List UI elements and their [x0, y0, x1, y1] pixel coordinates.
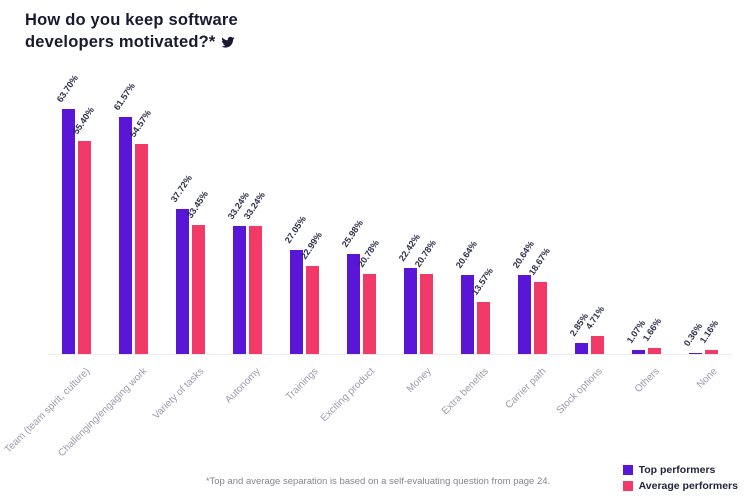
bar-average-performers: 18.67%: [527, 246, 552, 354]
legend-item: Top performers: [622, 464, 738, 476]
bar-average-performers: 1.66%: [641, 316, 663, 354]
chart-legend: Top performers Average performers: [622, 464, 738, 492]
value-label: 1.66%: [640, 315, 664, 343]
twitter-icon[interactable]: [220, 35, 235, 49]
category-label: Money: [405, 366, 435, 396]
bar-group: 25.98% 20.78% Exciting product: [319, 105, 390, 424]
bar-top-performers: 2.85%: [568, 311, 590, 354]
bar-group: 20.64% 13.57% Extra benefits: [440, 105, 504, 417]
category-label: Autonomy: [223, 366, 264, 406]
bar-top-performers: 20.64%: [511, 239, 536, 354]
category-label: Others: [633, 366, 663, 396]
legend-swatch: [622, 465, 633, 475]
legend-label: Average performers: [638, 480, 738, 492]
value-label: 20.64%: [453, 238, 480, 270]
bar-top-performers: 61.57%: [112, 81, 137, 354]
bar-top-performers: 37.72%: [169, 173, 194, 354]
bar-chart: 63.70% 55.40% Team (team spirit, culture) 6…: [3, 73, 732, 459]
bar-group: 20.64% 18.67% Carrier path: [503, 105, 561, 411]
category-label: Carrier path: [503, 366, 549, 412]
bar-top-performers: 25.98%: [340, 218, 365, 354]
bar-group: 2.85% 4.71% Stock options: [555, 105, 618, 416]
value-label: 33.45%: [184, 189, 211, 221]
bar-average-performers: 22.99%: [299, 230, 324, 354]
bar-top-performers: 22.42%: [397, 232, 422, 354]
bar-top-performers: 33.24%: [226, 190, 251, 354]
bar-average-performers: 20.78%: [356, 238, 381, 354]
bar-group: 33.24% 33.24% Autonomy: [219, 105, 276, 405]
page-title-text: How do you keep software developers moti…: [25, 11, 238, 51]
bar-top-performers: 63.70%: [55, 73, 80, 354]
bar-group: 22.42% 20.78% Money: [390, 105, 447, 395]
bar-group: 0.36% 1.16% None: [675, 105, 732, 391]
value-label: 22.99%: [298, 229, 325, 261]
bar-group: 63.70% 55.40% Team (team spirit, culture): [3, 73, 105, 455]
bar-group: 27.05% 22.99% Trainings: [276, 105, 333, 403]
bar-group: 37.72% 33.45% Variety of tasks: [151, 105, 219, 422]
bar-average-performers: 33.45%: [185, 189, 210, 354]
legend-swatch: [622, 481, 633, 491]
value-label: 63.70%: [54, 73, 81, 104]
value-label: 25.98%: [339, 218, 366, 250]
category-label: Variety of tasks: [150, 366, 207, 422]
bar-average-performers: 55.40%: [71, 105, 96, 354]
bar-average-performers: 54.57%: [128, 108, 153, 354]
category-label: Exciting product: [319, 366, 378, 425]
page-title: How do you keep software developers moti…: [25, 10, 280, 54]
bar-average-performers: 1.16%: [698, 318, 720, 354]
bar-average-performers: 4.71%: [584, 304, 606, 354]
category-label: None: [694, 366, 720, 391]
value-label: 61.57%: [111, 81, 138, 113]
bar-group: 61.57% 54.57% Challenging/engaging work: [56, 81, 162, 459]
chart-footnote: *Top and average separation is based on …: [205, 476, 551, 487]
bar-top-performers: 20.64%: [454, 239, 479, 354]
bar-top-performers: 0.36%: [682, 321, 704, 354]
bar-average-performers: 13.57%: [470, 266, 495, 354]
bar-average-performers: 33.24%: [242, 190, 267, 354]
bar-group: 1.07% 1.66% Others: [618, 105, 675, 395]
legend-label: Top performers: [638, 464, 716, 476]
value-label: 37.72%: [168, 173, 195, 204]
bar-top-performers: 27.05%: [283, 214, 308, 354]
category-label: Trainings: [283, 366, 321, 403]
legend-item: Average performers: [622, 480, 738, 492]
bar-average-performers: 20.78%: [413, 238, 438, 354]
category-label: Extra benefits: [440, 366, 492, 418]
value-label: 27.05%: [282, 214, 309, 245]
bar-top-performers: 1.07%: [625, 318, 647, 354]
category-label: Stock options: [555, 366, 606, 417]
